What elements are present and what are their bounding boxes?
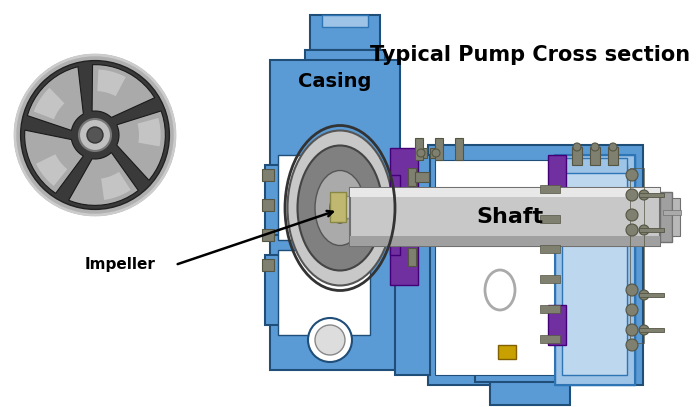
Bar [672,198,680,236]
Ellipse shape [298,145,382,271]
Bar [338,196,373,218]
Bar [428,145,643,385]
Bar [639,328,664,332]
Polygon shape [34,88,64,119]
Circle shape [626,224,638,236]
Text: Impeller: Impeller [85,258,156,273]
Bar [663,210,681,215]
Circle shape [315,325,345,355]
Circle shape [417,149,425,157]
Circle shape [432,149,440,157]
Bar [562,158,627,173]
Bar [608,147,618,165]
Bar [555,155,635,385]
Circle shape [639,325,649,335]
Bar [262,229,274,241]
Circle shape [20,61,169,209]
Text: Shaft: Shaft [477,207,544,227]
Bar [540,335,560,343]
Bar [278,250,370,335]
Text: Casing: Casing [298,72,372,91]
Circle shape [15,55,175,215]
Circle shape [591,143,599,151]
Bar [408,168,416,186]
Bar [265,255,280,325]
Bar [350,236,660,246]
Bar [350,188,660,246]
Bar [435,138,443,160]
Bar [490,375,570,405]
Bar [350,188,660,197]
Polygon shape [117,111,165,180]
Bar [395,155,430,375]
Bar [572,147,582,165]
Polygon shape [101,172,131,200]
Polygon shape [97,70,126,96]
Bar [390,148,418,198]
Bar [475,370,585,382]
Bar [590,147,600,165]
Ellipse shape [288,131,393,285]
Bar [548,155,566,230]
Bar [415,138,423,160]
Bar [639,293,664,297]
Bar [262,199,274,211]
Bar [270,60,400,370]
Bar [390,235,418,285]
Circle shape [79,119,111,151]
Bar [540,245,560,253]
Circle shape [626,189,638,201]
Bar [262,259,274,271]
Circle shape [308,318,352,362]
Bar [322,15,368,27]
Bar [305,50,385,70]
Bar [498,345,516,359]
Bar [415,172,429,182]
Bar [430,148,442,158]
Polygon shape [69,153,139,206]
Bar [278,155,370,240]
Polygon shape [92,65,155,118]
Circle shape [639,190,649,200]
Circle shape [573,143,581,151]
Ellipse shape [315,171,365,245]
Bar [435,160,635,375]
Polygon shape [36,154,67,186]
Circle shape [626,339,638,351]
Bar [630,168,644,343]
Bar [540,185,560,193]
Bar [265,165,280,235]
Ellipse shape [330,193,350,223]
Bar [639,193,664,197]
Circle shape [626,169,638,181]
Bar [415,148,427,158]
Bar [540,275,560,283]
Circle shape [639,225,649,235]
Polygon shape [137,118,160,147]
Circle shape [87,127,103,143]
Bar [562,165,627,375]
Bar [262,169,274,181]
Bar [408,248,416,266]
Polygon shape [27,67,83,130]
Bar [555,155,635,385]
Text: Typical Pump Cross section: Typical Pump Cross section [370,45,690,65]
Circle shape [639,290,649,300]
Circle shape [626,284,638,296]
Bar [455,138,463,160]
Bar [660,192,672,242]
Bar [540,215,560,223]
Circle shape [626,324,638,336]
Bar [639,228,664,232]
Polygon shape [25,130,83,193]
Bar [540,305,560,313]
Bar [548,305,566,345]
Bar [390,175,400,255]
Circle shape [609,143,617,151]
Bar [330,192,346,222]
Circle shape [626,209,638,221]
Circle shape [626,304,638,316]
Bar [310,15,380,50]
